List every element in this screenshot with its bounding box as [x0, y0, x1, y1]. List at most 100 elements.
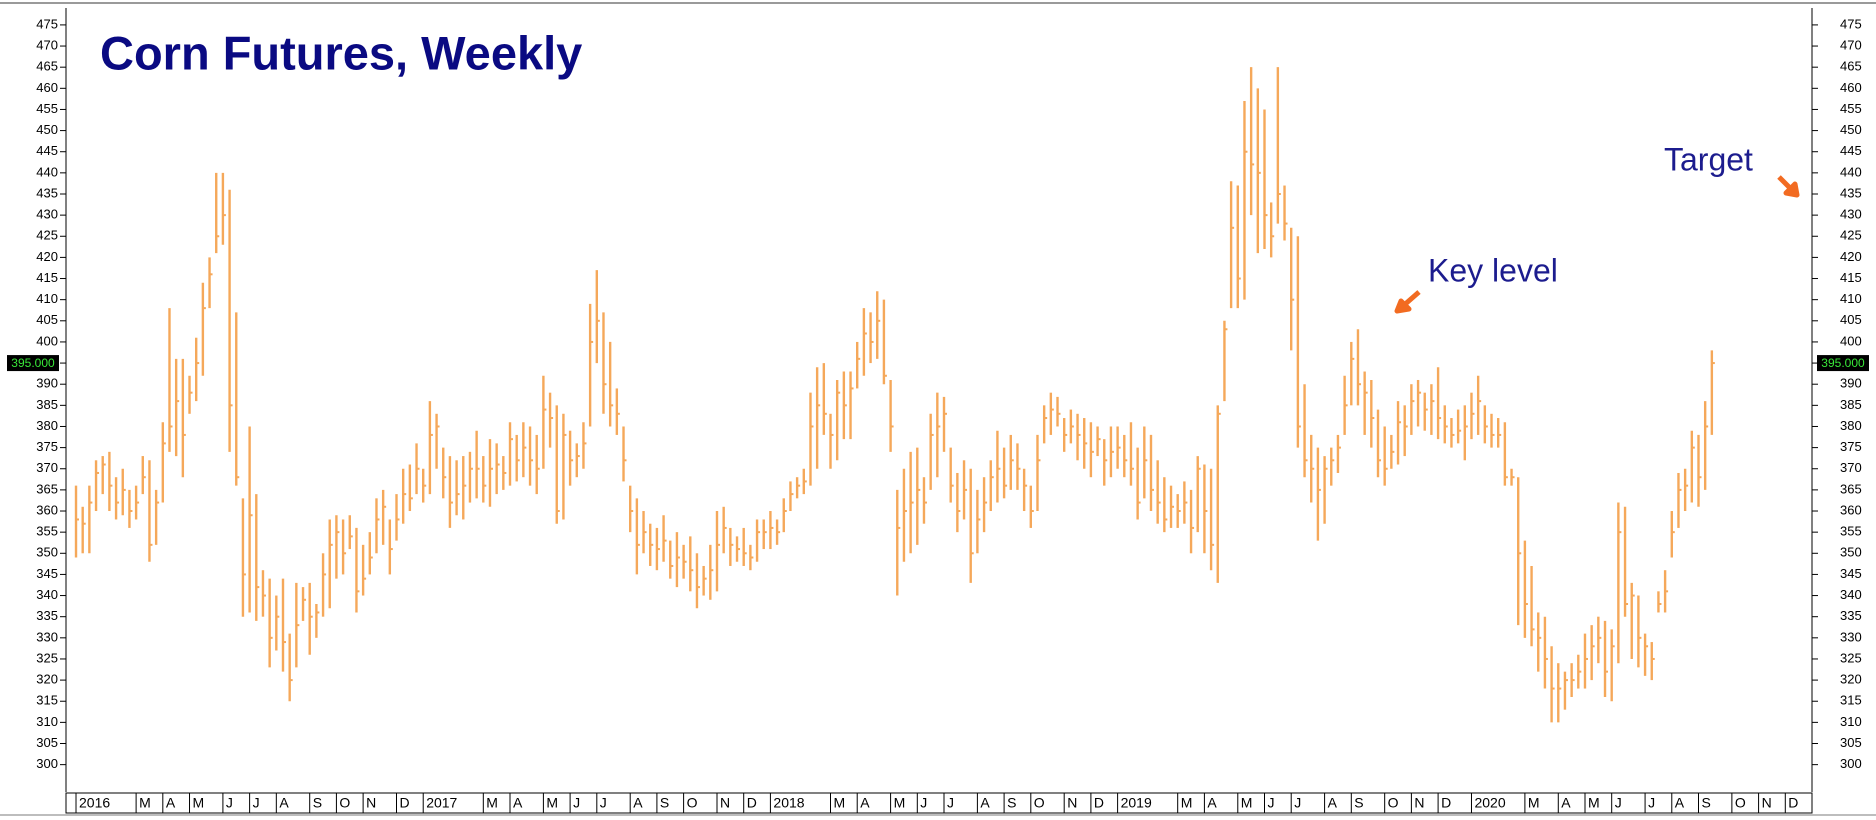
- y-tick-label: 305: [36, 735, 58, 750]
- y-tick-label-right: 325: [1840, 650, 1862, 665]
- y-tick-label-right: 390: [1840, 376, 1862, 391]
- y-tick-label-right: 320: [1840, 672, 1862, 687]
- x-tick-label: 2018: [773, 795, 804, 811]
- x-tick-label: 2016: [79, 795, 110, 811]
- x-tick-label: D: [1788, 795, 1798, 811]
- y-tick-label-right: 330: [1840, 629, 1862, 644]
- y-tick-label-right: 420: [1840, 249, 1862, 264]
- x-tick-label: M: [894, 795, 906, 811]
- x-tick-label: D: [747, 795, 757, 811]
- x-tick-label: J: [947, 795, 954, 811]
- y-tick-label: 385: [36, 397, 58, 412]
- x-tick-label: S: [313, 795, 322, 811]
- x-tick-label: J: [600, 795, 607, 811]
- x-tick-label: M: [193, 795, 205, 811]
- x-tick-label: N: [1414, 795, 1424, 811]
- plot-area: [74, 67, 1715, 723]
- y-tick-label-right: 400: [1840, 333, 1862, 348]
- x-axis-band: [65, 792, 1813, 814]
- x-tick-label: O: [1388, 795, 1399, 811]
- y-tick-label-right: 430: [1840, 207, 1862, 222]
- y-tick-label: 310: [36, 714, 58, 729]
- y-tick-label: 475: [36, 16, 58, 31]
- y-tick-label-right: 310: [1840, 714, 1862, 729]
- x-tick-label: J: [1615, 795, 1622, 811]
- y-tick-label-right: 465: [1840, 59, 1862, 74]
- y-tick-label-right: 335: [1840, 608, 1862, 623]
- y-tick-label-right: 470: [1840, 37, 1862, 52]
- y-tick-label: 465: [36, 59, 58, 74]
- x-tick-label: J: [573, 795, 580, 811]
- price-box-left: [7, 355, 59, 372]
- x-tick-label: J: [226, 795, 233, 811]
- x-tick-label: 2017: [426, 795, 457, 811]
- y-tick-label: 365: [36, 481, 58, 496]
- x-tick-label: M: [486, 795, 498, 811]
- x-tick-label: N: [366, 795, 376, 811]
- y-tick-label-right: 380: [1840, 418, 1862, 433]
- y-tick-label-right: 435: [1840, 185, 1862, 200]
- x-tick-label: J: [1267, 795, 1274, 811]
- x-tick-label: O: [1034, 795, 1045, 811]
- x-tick-label: D: [1094, 795, 1104, 811]
- x-tick-label: N: [1762, 795, 1772, 811]
- y-tick-label: 320: [36, 672, 58, 687]
- x-tick-label: O: [687, 795, 698, 811]
- annotation-target: Target: [1664, 141, 1753, 177]
- y-tick-label: 340: [36, 587, 58, 602]
- y-tick-label-right: 375: [1840, 439, 1862, 454]
- y-tick-label: 380: [36, 418, 58, 433]
- y-tick-label: 405: [36, 312, 58, 327]
- x-tick-label: A: [513, 795, 523, 811]
- y-tick-label: 360: [36, 502, 58, 517]
- x-tick-label: N: [1067, 795, 1077, 811]
- x-tick-label: S: [1701, 795, 1710, 811]
- y-tick-label: 425: [36, 228, 58, 243]
- x-tick-label: M: [1528, 795, 1540, 811]
- y-tick-label-right: 370: [1840, 460, 1862, 475]
- y-tick-label: 350: [36, 545, 58, 560]
- x-tick-label: D: [1441, 795, 1451, 811]
- x-tick-label: N: [720, 795, 730, 811]
- y-tick-label: 315: [36, 693, 58, 708]
- key-level-arrow: [1394, 290, 1421, 314]
- price-label-left: 395.000: [11, 356, 55, 370]
- y-tick-label-right: 460: [1840, 80, 1862, 95]
- chart-title: Corn Futures, Weekly: [100, 26, 582, 79]
- x-tick-label: O: [1735, 795, 1746, 811]
- x-tick-label: A: [279, 795, 289, 811]
- y-tick-label: 325: [36, 650, 58, 665]
- x-tick-label: A: [633, 795, 643, 811]
- y-tick-label: 440: [36, 164, 58, 179]
- y-tick-label: 400: [36, 333, 58, 348]
- x-tick-label: M: [1241, 795, 1253, 811]
- x-tick-label: M: [1181, 795, 1193, 811]
- y-tick-label-right: 425: [1840, 228, 1862, 243]
- y-tick-label-right: 345: [1840, 566, 1862, 581]
- x-tick-label: A: [1328, 795, 1338, 811]
- y-tick-label-right: 355: [1840, 524, 1862, 539]
- y-tick-label: 455: [36, 101, 58, 116]
- x-tick-label: J: [920, 795, 927, 811]
- x-tick-label: D: [400, 795, 410, 811]
- x-tick-label: A: [1207, 795, 1217, 811]
- y-tick-label-right: 360: [1840, 502, 1862, 517]
- x-tick-label: M: [546, 795, 558, 811]
- y-tick-label: 415: [36, 270, 58, 285]
- x-tick-label: A: [1561, 795, 1571, 811]
- x-tick-label: S: [1354, 795, 1363, 811]
- y-tick-label-right: 415: [1840, 270, 1862, 285]
- y-tick-label: 435: [36, 185, 58, 200]
- x-tick-label: S: [1007, 795, 1016, 811]
- y-tick-label: 390: [36, 376, 58, 391]
- x-tick-label: A: [166, 795, 176, 811]
- y-tick-label-right: 405: [1840, 312, 1862, 327]
- y-tick-label: 330: [36, 629, 58, 644]
- y-tick-label-right: 410: [1840, 291, 1862, 306]
- y-tick-label: 450: [36, 122, 58, 137]
- y-tick-label-right: 365: [1840, 481, 1862, 496]
- y-tick-label: 355: [36, 524, 58, 539]
- y-tick-label: 470: [36, 37, 58, 52]
- y-tick-label: 460: [36, 80, 58, 95]
